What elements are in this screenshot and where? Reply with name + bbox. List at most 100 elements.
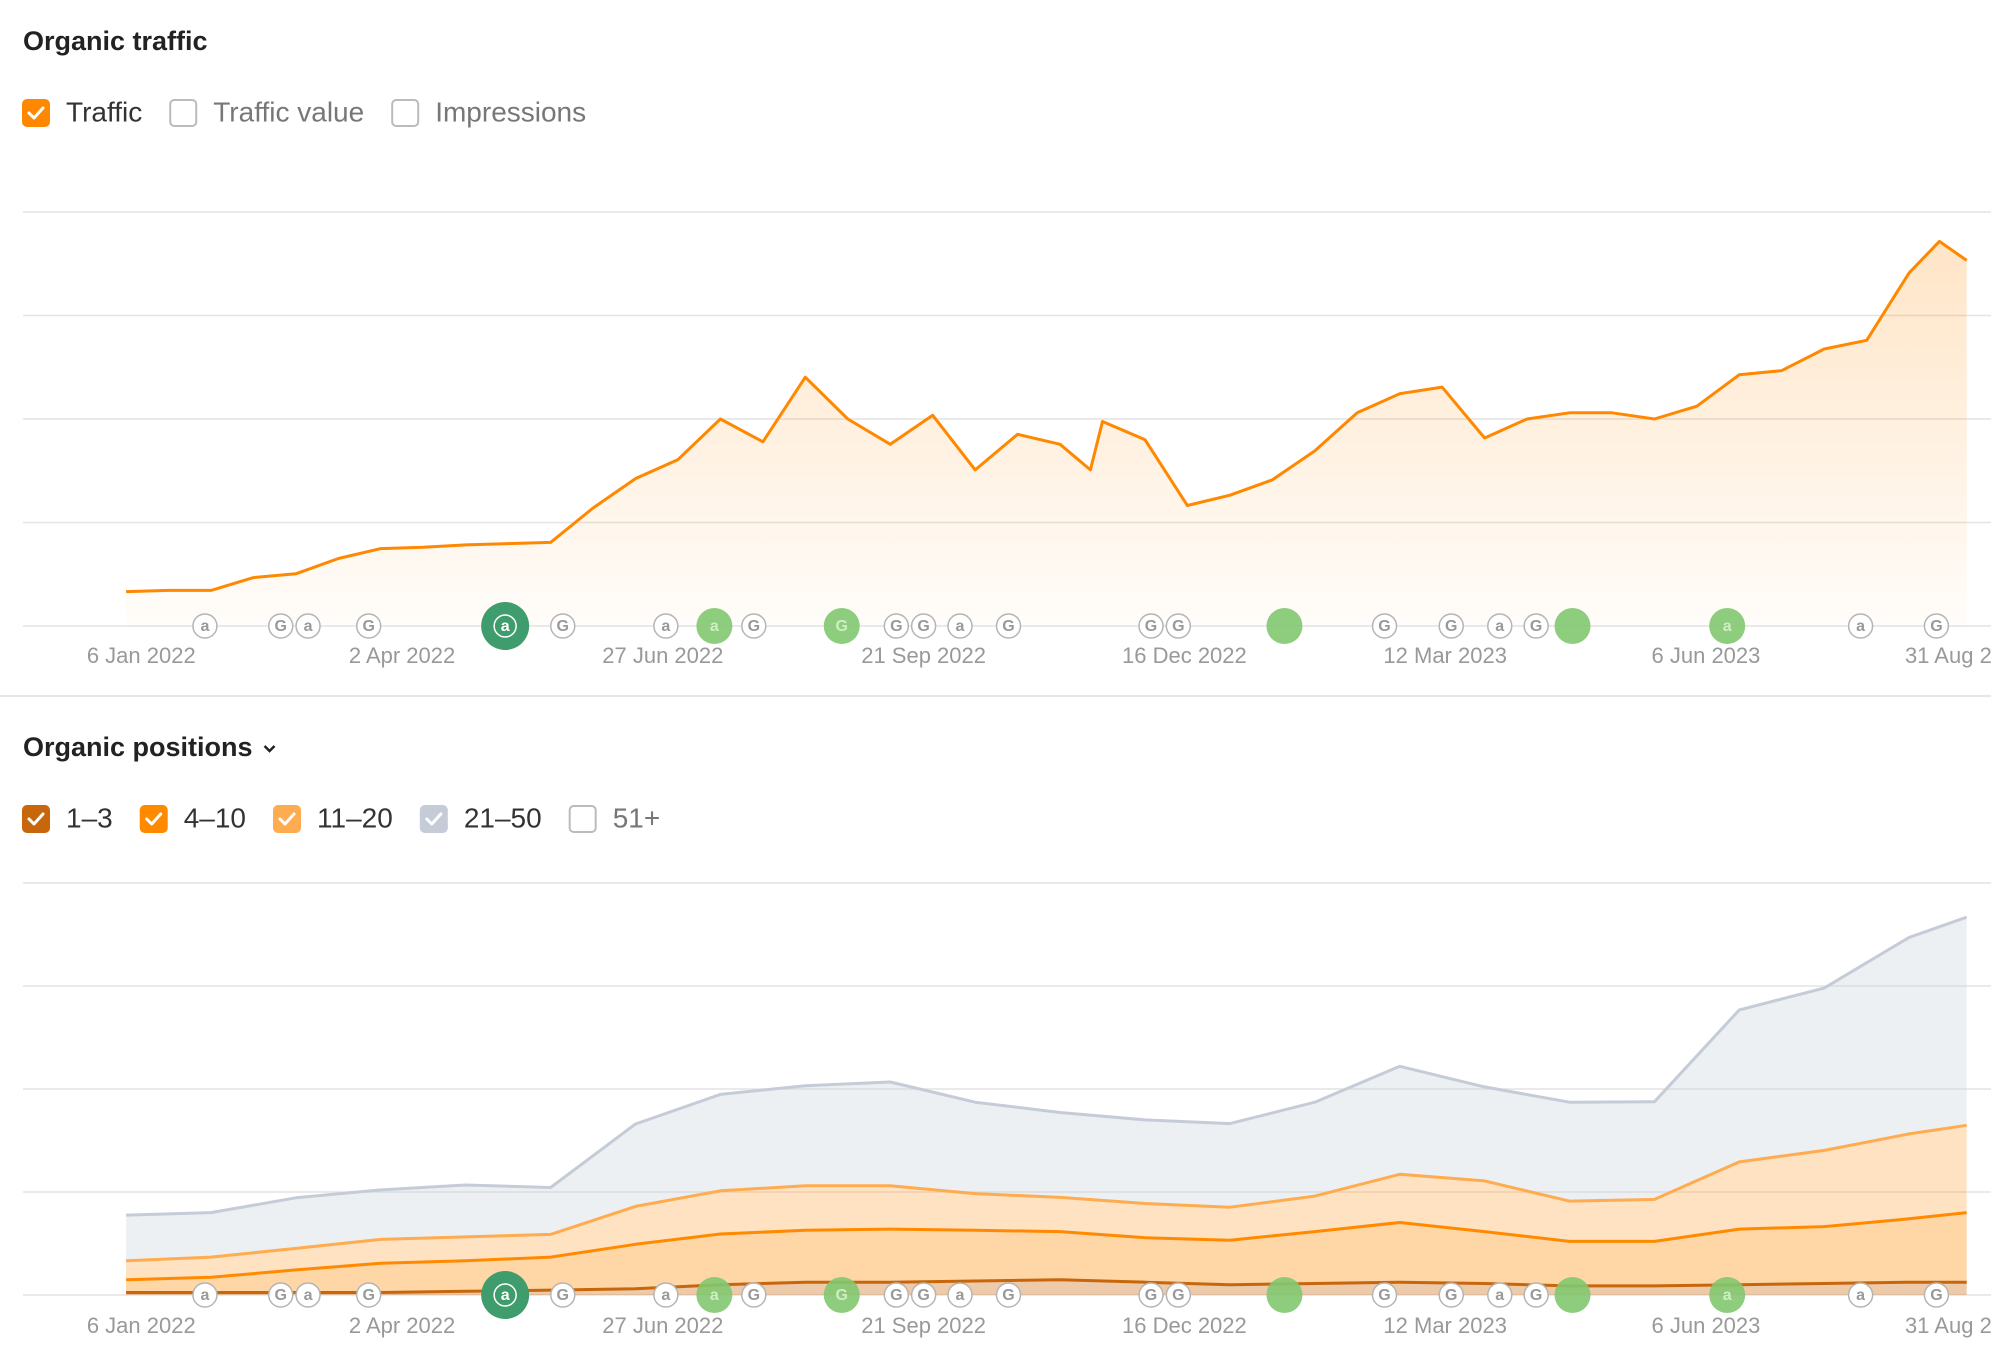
event-dot [1138, 1282, 1164, 1308]
event-marker[interactable]: a [295, 1282, 321, 1308]
event-marker[interactable]: G [1371, 613, 1398, 639]
event-dot [481, 602, 530, 650]
event-marker[interactable]: a [947, 613, 973, 639]
line [126, 1278, 1967, 1294]
event-marker[interactable]: a [653, 1282, 679, 1308]
event-marker[interactable]: G [995, 1282, 1022, 1308]
event-label: G [1002, 618, 1014, 635]
event-marker[interactable]: a [295, 613, 321, 639]
event-marker[interactable]: G [995, 613, 1022, 639]
x-tick-label: 21 Sep 2022 [861, 1313, 986, 1338]
area-fill [126, 241, 1967, 626]
event-marker[interactable]: a [1847, 1282, 1874, 1308]
legend-checkbox[interactable] [419, 805, 448, 833]
event-label: G [1445, 1287, 1457, 1304]
event-marker[interactable]: G [741, 613, 767, 639]
event-label: a [1495, 1287, 1504, 1304]
event-marker[interactable]: a [696, 1277, 733, 1313]
event-dot [1709, 1277, 1746, 1313]
event-marker[interactable]: a [947, 1282, 973, 1308]
area-band [126, 1212, 1967, 1293]
legend-item[interactable]: Traffic [22, 96, 142, 127]
event-marker[interactable]: G [823, 608, 860, 644]
event-label: a [200, 1287, 209, 1304]
event-marker[interactable]: G [1165, 613, 1192, 639]
event-marker[interactable]: G [355, 1282, 382, 1308]
event-marker[interactable]: a [192, 1282, 218, 1308]
event-dot [653, 1282, 679, 1308]
event-marker[interactable]: G [1523, 1282, 1549, 1308]
event-marker[interactable]: G [910, 613, 937, 639]
event-marker[interactable]: G [1138, 1282, 1164, 1308]
event-marker[interactable]: a [1709, 1277, 1746, 1313]
event-marker[interactable]: a [653, 613, 679, 639]
event-marker[interactable]: G [1438, 1282, 1464, 1308]
event-marker[interactable]: a [1847, 613, 1874, 639]
legend-checkbox[interactable] [568, 805, 597, 833]
event-label: G [917, 1287, 929, 1304]
event-label: a [1856, 1287, 1865, 1304]
event-marker[interactable]: a [192, 613, 218, 639]
event-marker[interactable]: G [1923, 613, 1950, 639]
event-dot [995, 613, 1022, 639]
event-marker[interactable] [1554, 1277, 1591, 1313]
event-label: G [1378, 618, 1390, 635]
event-marker[interactable]: a [1709, 608, 1746, 644]
event-label: G [557, 618, 569, 635]
event-marker[interactable] [1554, 608, 1591, 644]
event-dot [1554, 1277, 1591, 1313]
event-marker[interactable]: a [1487, 613, 1513, 639]
x-tick-label: 31 Aug 2023 [1905, 643, 1991, 668]
legend-checkbox[interactable] [22, 99, 50, 127]
event-marker[interactable]: G [823, 1277, 860, 1313]
legend-checkbox[interactable] [273, 805, 302, 833]
legend-item[interactable]: 4–10 [139, 802, 246, 833]
event-marker[interactable]: G [268, 1282, 294, 1308]
event-marker[interactable]: a [1487, 1282, 1513, 1308]
event-marker[interactable]: a [481, 602, 530, 650]
event-marker[interactable]: G [1165, 1282, 1192, 1308]
event-label: a [710, 618, 719, 635]
event-marker[interactable]: G [883, 613, 910, 639]
event-marker[interactable] [1266, 608, 1303, 644]
legend-item[interactable]: 21–50 [419, 802, 542, 833]
x-tick-label: 6 Jan 2022 [87, 643, 196, 668]
dropdown-chevron[interactable] [263, 745, 276, 753]
event-dot [947, 613, 973, 639]
event-marker[interactable]: G [268, 613, 294, 639]
legend-item[interactable]: 51+ [568, 802, 661, 833]
event-marker[interactable]: G [355, 613, 382, 639]
x-tick-label: 12 Mar 2023 [1383, 1313, 1507, 1338]
event-marker[interactable]: G [550, 1282, 576, 1308]
event-marker[interactable]: G [1138, 613, 1164, 639]
legend-checkbox[interactable] [22, 805, 50, 833]
event-marker[interactable]: G [910, 1282, 937, 1308]
legend-item[interactable]: 1–3 [22, 802, 113, 833]
event-marker[interactable]: a [696, 608, 733, 644]
event-label: G [836, 1287, 848, 1304]
event-marker[interactable]: G [883, 1282, 910, 1308]
event-label: G [1172, 1287, 1184, 1304]
x-tick-label: 2 Apr 2022 [349, 643, 455, 668]
event-label: G [362, 1287, 374, 1304]
legend-item[interactable]: Traffic value [169, 96, 364, 127]
check-mark [278, 812, 296, 826]
event-marker[interactable]: G [741, 1282, 767, 1308]
event-dot [883, 1282, 910, 1308]
event-label: G [890, 1287, 902, 1304]
x-tick-label: 27 Jun 2022 [602, 1313, 723, 1338]
event-marker[interactable]: G [1523, 613, 1549, 639]
event-marker[interactable] [1266, 1277, 1303, 1313]
event-marker[interactable]: G [1923, 1282, 1950, 1308]
legend-item[interactable]: 11–20 [273, 802, 393, 833]
legend-checkbox[interactable] [169, 99, 198, 127]
legend-label: 21–50 [464, 802, 542, 833]
event-marker[interactable]: G [550, 613, 576, 639]
legend-checkbox[interactable] [139, 805, 168, 833]
event-marker[interactable]: a [481, 1271, 530, 1319]
event-ring [493, 1283, 517, 1307]
event-marker[interactable]: G [1438, 613, 1464, 639]
event-marker[interactable]: G [1371, 1282, 1398, 1308]
legend-item[interactable]: Impressions [391, 96, 586, 127]
legend-checkbox[interactable] [391, 99, 420, 127]
